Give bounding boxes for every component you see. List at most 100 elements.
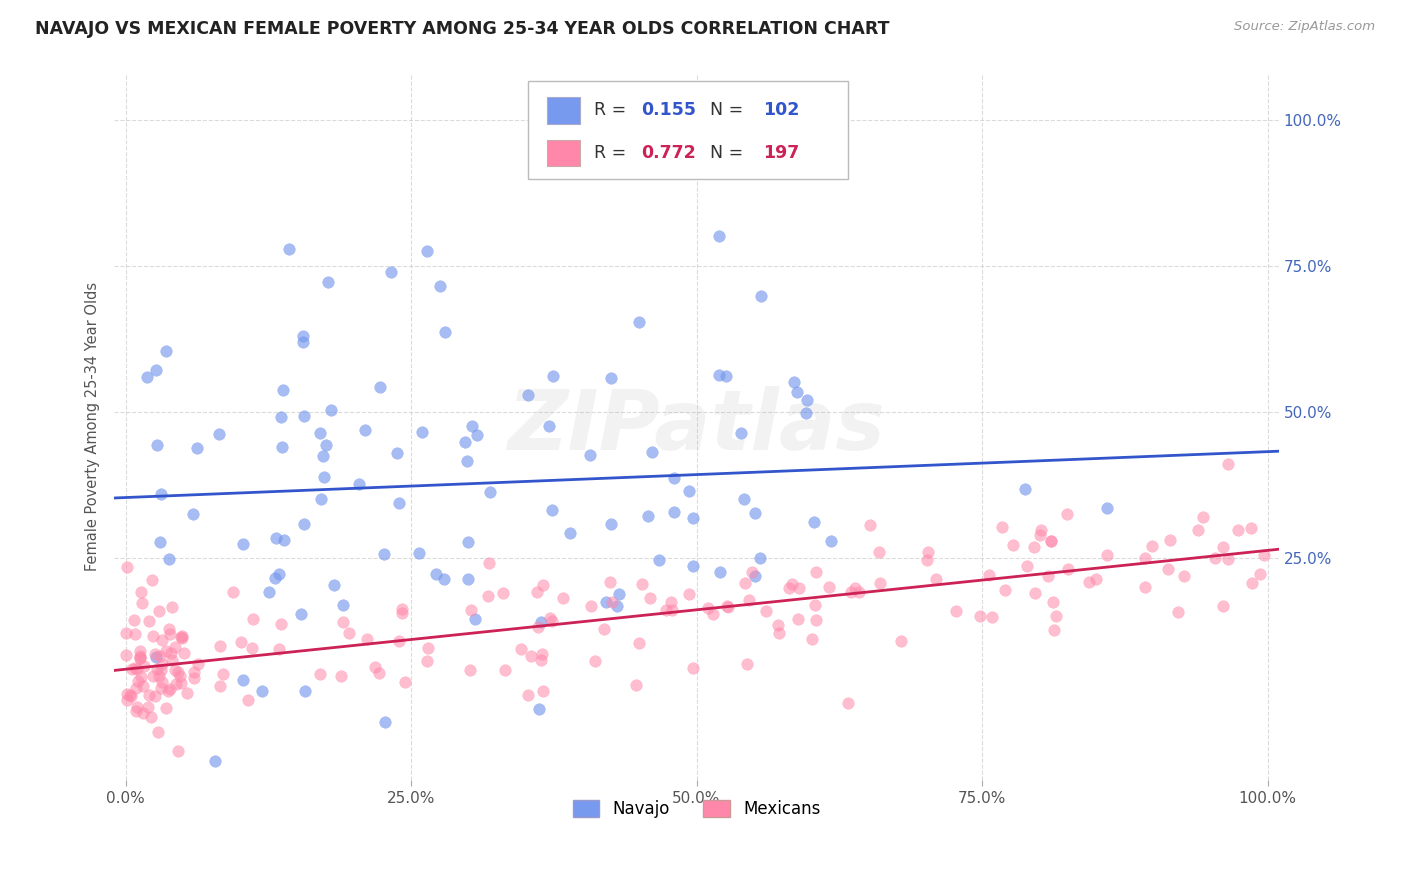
Point	[839, 585, 862, 599]
Point	[388, 496, 411, 510]
Point	[155, 644, 177, 658]
Point	[560, 525, 582, 540]
Point	[641, 445, 664, 459]
Y-axis label: Female Poverty Among 25-34 Year Olds: Female Poverty Among 25-34 Year Olds	[86, 282, 100, 571]
Point	[312, 469, 335, 483]
Point	[316, 275, 339, 289]
Point	[160, 653, 183, 667]
Point	[538, 611, 561, 625]
Point	[150, 657, 173, 672]
Point	[411, 425, 433, 439]
Point	[159, 681, 181, 696]
Point	[186, 441, 208, 455]
Point	[716, 599, 738, 613]
Point	[925, 572, 948, 586]
Text: 197: 197	[763, 144, 799, 162]
Point	[117, 687, 139, 701]
Point	[167, 744, 190, 758]
Point	[373, 547, 395, 561]
Point	[917, 545, 939, 559]
Point	[128, 644, 150, 658]
Point	[738, 593, 761, 607]
Point	[796, 393, 818, 408]
Point	[702, 607, 724, 621]
Point	[526, 585, 548, 599]
Point	[187, 657, 209, 671]
Point	[127, 662, 149, 676]
Point	[1192, 509, 1215, 524]
Point	[682, 558, 704, 573]
Point	[1042, 595, 1064, 609]
Point	[364, 659, 387, 673]
Text: N =: N =	[699, 144, 748, 162]
Point	[1212, 599, 1234, 613]
Text: NAVAJO VS MEXICAN FEMALE POVERTY AMONG 25-34 YEAR OLDS CORRELATION CHART: NAVAJO VS MEXICAN FEMALE POVERTY AMONG 2…	[35, 20, 890, 37]
Point	[353, 423, 375, 437]
Point	[270, 616, 292, 631]
Point	[994, 582, 1017, 597]
Point	[541, 614, 564, 628]
Point	[150, 674, 173, 689]
Point	[294, 684, 316, 698]
Point	[134, 658, 156, 673]
Point	[734, 575, 756, 590]
Point	[627, 315, 650, 329]
Point	[804, 599, 827, 613]
Point	[209, 639, 232, 653]
Point	[780, 576, 803, 591]
Point	[595, 594, 617, 608]
Point	[682, 661, 704, 675]
Point	[606, 599, 628, 613]
Point	[323, 578, 346, 592]
Point	[146, 725, 169, 739]
Point	[1253, 548, 1275, 562]
Point	[787, 582, 810, 596]
Point	[517, 388, 540, 402]
Point	[1159, 533, 1181, 547]
Point	[768, 626, 790, 640]
Point	[270, 440, 292, 454]
Point	[540, 503, 562, 517]
Point	[600, 371, 623, 385]
Point	[1015, 558, 1038, 573]
Point	[143, 689, 166, 703]
Point	[418, 641, 440, 656]
Point	[1029, 523, 1052, 537]
Point	[222, 585, 245, 599]
Point	[1241, 576, 1264, 591]
Point	[460, 603, 482, 617]
Point	[131, 597, 153, 611]
Point	[803, 515, 825, 529]
Point	[1077, 574, 1099, 589]
Point	[388, 634, 411, 648]
Point	[125, 681, 148, 696]
Point	[173, 647, 195, 661]
Point	[1216, 552, 1239, 566]
Point	[278, 242, 301, 256]
Point	[730, 426, 752, 441]
Legend: Navajo, Mexicans: Navajo, Mexicans	[565, 794, 827, 825]
Point	[232, 673, 254, 688]
Point	[143, 647, 166, 661]
Point	[583, 654, 606, 668]
Point	[124, 627, 146, 641]
Point	[148, 604, 170, 618]
Point	[456, 454, 478, 468]
Text: R =: R =	[595, 144, 631, 162]
Point	[848, 584, 870, 599]
Point	[1045, 608, 1067, 623]
Point	[530, 615, 553, 630]
Point	[599, 574, 621, 589]
Point	[786, 612, 808, 626]
Point	[478, 556, 501, 570]
Point	[786, 384, 808, 399]
Point	[211, 667, 233, 681]
Point	[709, 565, 731, 579]
Point	[869, 576, 891, 591]
Text: 0.772: 0.772	[641, 144, 696, 162]
Point	[1187, 523, 1209, 537]
Point	[145, 363, 167, 377]
Point	[1024, 585, 1046, 599]
Point	[733, 491, 755, 506]
Point	[749, 289, 772, 303]
